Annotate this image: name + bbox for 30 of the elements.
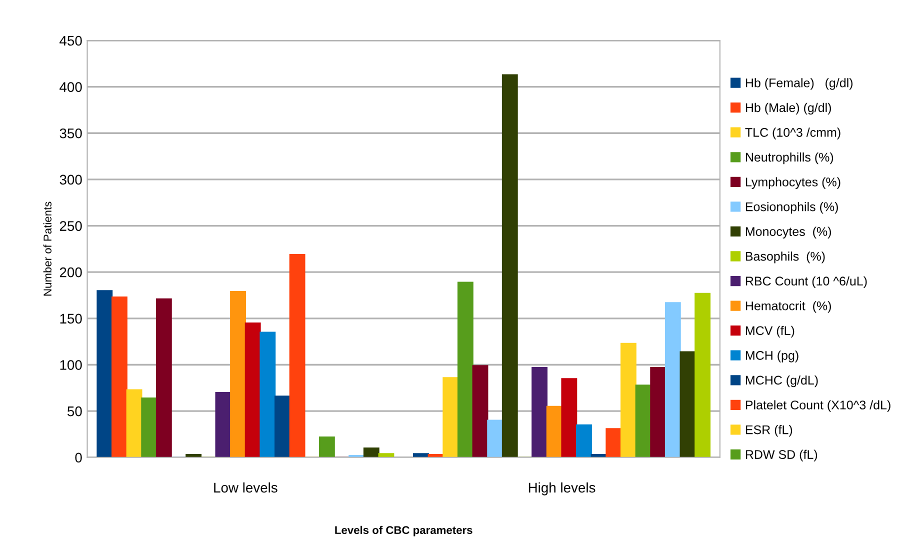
y-tick-label: 50	[68, 406, 82, 416]
legend-label: Platelet Count (X10^3 /dL)	[746, 400, 890, 412]
x-tick-label: Low levels	[214, 482, 278, 493]
y-tick-label: 250	[60, 221, 82, 231]
legend-label: Basophils (%)	[746, 252, 825, 264]
legend-label: RBC Count (10 ^6/uL)	[746, 276, 867, 288]
legend-label: Hematocrit (%)	[746, 301, 831, 313]
legend-label: Hb (Female) (g/dl)	[746, 78, 853, 90]
y-tick-label: 300	[60, 174, 82, 185]
legend-label: MCH (pg)	[746, 350, 798, 362]
legend-label: TLC (10^3 /cmm)	[745, 128, 840, 140]
legend-label: MCHC (g/dL)	[746, 375, 818, 388]
x-axis-title: Levels of CBC parameters	[335, 526, 472, 536]
y-tick-label: 0	[75, 452, 82, 463]
y-axis-title: Number of Patients	[43, 202, 52, 296]
y-tick-label: 200	[60, 267, 82, 278]
legend-label: Eosionophils (%)	[746, 202, 838, 214]
legend-label: Lymphocytes (%)	[746, 177, 840, 189]
legend-label: ESR (fL)	[746, 425, 792, 437]
legend-label: Neutrophills (%)	[746, 152, 834, 164]
legend-label: Monocytes (%)	[746, 226, 831, 238]
x-tick-label: High levels	[528, 482, 596, 496]
y-tick-label: 150	[60, 314, 82, 324]
legend-label: Hb (Male) (g/dl)	[746, 102, 831, 115]
legend-label: RDW SD (fL)	[746, 450, 818, 462]
y-tick-label: 450	[60, 36, 82, 46]
y-tick-label: 400	[60, 82, 82, 92]
y-tick-label: 100	[60, 360, 82, 370]
y-tick-label: 350	[60, 128, 82, 138]
legend-label: MCV (fL)	[746, 326, 794, 338]
